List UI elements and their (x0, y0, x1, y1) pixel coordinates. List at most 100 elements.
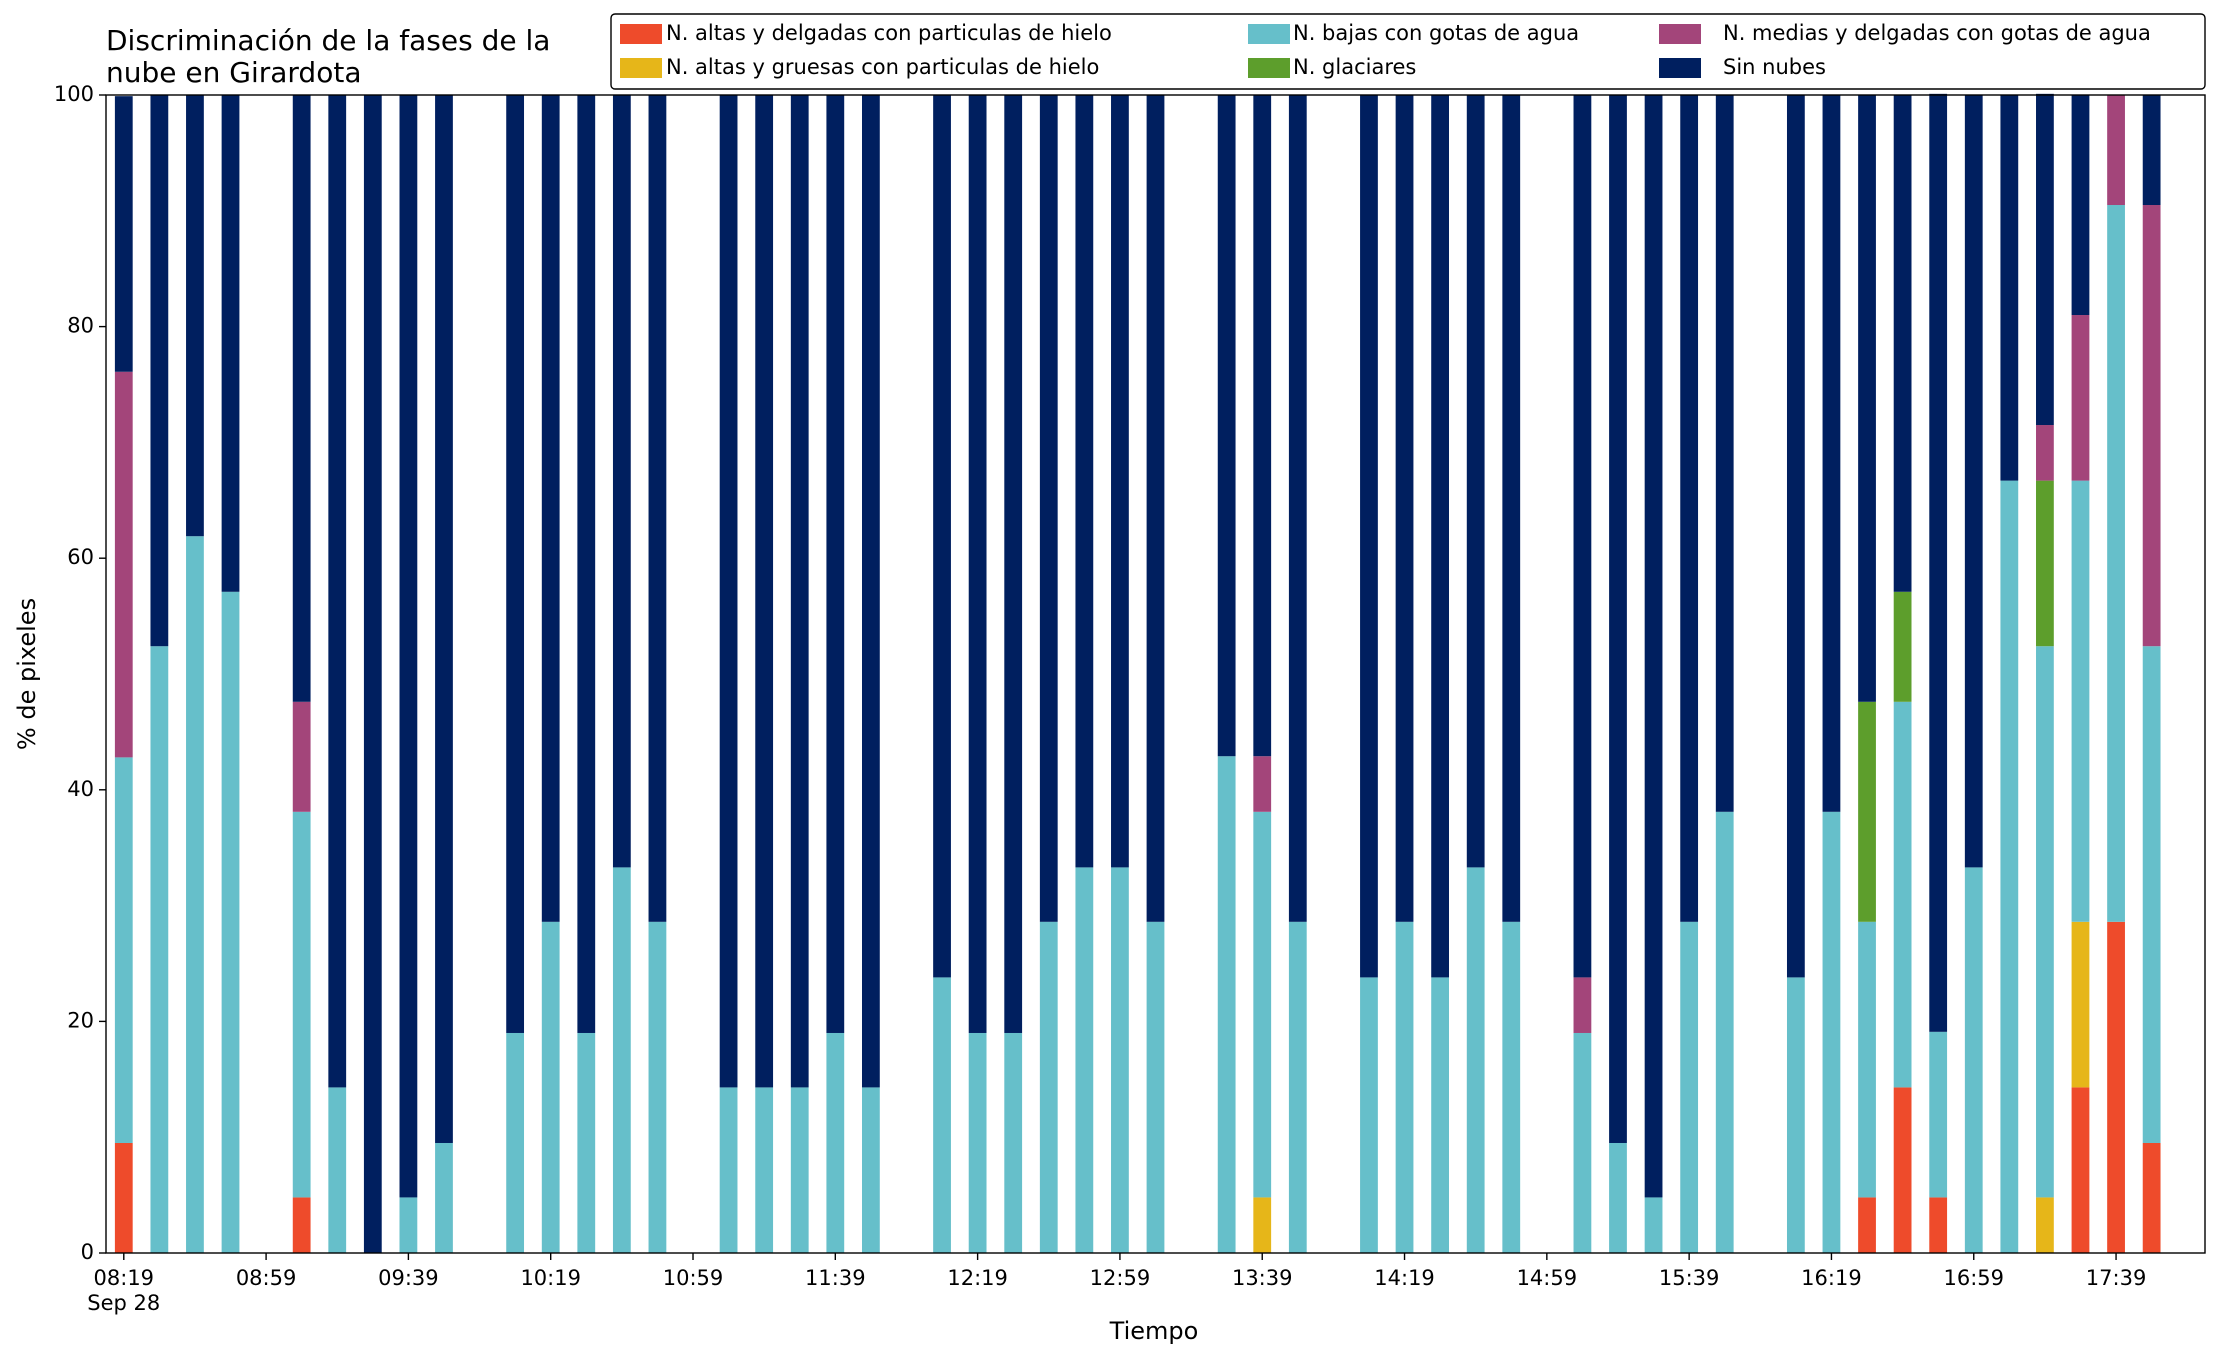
bar-segment (2000, 95, 2019, 481)
x-tick-label: 10:19 (520, 1266, 581, 1290)
bar-segment (328, 1087, 347, 1253)
bar-segment (2071, 1087, 2090, 1253)
bar-segment (1680, 921, 1699, 1253)
bar-segment (719, 95, 738, 1088)
bar-segment (2036, 646, 2054, 1198)
bar-segment (2071, 95, 2090, 316)
bar-segment (1004, 1032, 1023, 1253)
chart-title: Discriminación de la fases de la (106, 24, 550, 57)
bar-segment (2071, 315, 2090, 481)
x-tick-label: 16:19 (1801, 1266, 1862, 1290)
x-tick-label: 14:59 (1517, 1266, 1578, 1290)
bar-segment (1395, 921, 1414, 1253)
bar-segment (1253, 1197, 1272, 1253)
bar-segment (1039, 95, 1058, 922)
bar-segment (114, 1142, 133, 1253)
chart-title: nube en Girardota (106, 56, 361, 89)
bar-segment (612, 867, 631, 1253)
bar-segment (1822, 95, 1841, 812)
bar-segment (1715, 811, 1734, 1253)
y-tick-label: 100 (54, 82, 94, 106)
bar-segment (1502, 921, 1521, 1253)
bar-segment (292, 811, 311, 1198)
legend-label: Sin nubes (1723, 55, 1826, 79)
bar-segment (1146, 921, 1165, 1253)
x-tick-label: 12:59 (1090, 1266, 1151, 1290)
y-tick-label: 20 (67, 1008, 94, 1032)
bar-segment (1360, 977, 1378, 1253)
bar-segment (186, 95, 204, 537)
x-tick-label: 13:39 (1232, 1266, 1293, 1290)
bar-segment (506, 95, 525, 1033)
bar-segment (1360, 95, 1378, 978)
bar-segment (1893, 591, 1912, 702)
bar-segment (933, 95, 951, 978)
bar-segment (790, 95, 809, 1088)
bar-segment (861, 95, 880, 1088)
bar-segment (114, 371, 133, 758)
bar-segment (2142, 95, 2161, 206)
bar-segment (1644, 1197, 1663, 1253)
bar-segment (1253, 95, 1272, 757)
bar-segment (648, 921, 667, 1253)
plot-frame (105, 94, 2206, 1254)
bar-segment (612, 95, 631, 868)
bar-segment (292, 701, 311, 812)
x-date-label: Sep 28 (87, 1291, 160, 1315)
x-tick-label: 16:59 (1943, 1266, 2004, 1290)
bar-segment (1644, 95, 1663, 1198)
y-tick-label: 0 (81, 1240, 94, 1264)
bar-segment (933, 977, 951, 1253)
bar-segment (1858, 95, 1876, 702)
bar-segment (755, 1087, 774, 1253)
bar-segment (1573, 1032, 1592, 1253)
bar-segment (1680, 95, 1699, 922)
bar-segment (114, 96, 133, 372)
x-tick-label: 15:39 (1659, 1266, 1720, 1290)
legend-label: N. altas y delgadas con particulas de hi… (666, 21, 1112, 45)
bar-segment (1929, 1197, 1948, 1253)
bar-segment (1893, 95, 1912, 592)
bar-segment (1431, 977, 1450, 1253)
legend-swatch (1248, 58, 1290, 78)
bar-segment (221, 95, 240, 592)
bar-segment (1395, 95, 1414, 922)
bar-segment (1858, 1197, 1876, 1253)
bar-segment (1217, 756, 1236, 1253)
bar-segment (1502, 95, 1521, 922)
bar-segment (2036, 93, 2054, 426)
bar-segment (2107, 95, 2125, 206)
bar-segment (2107, 921, 2125, 1253)
bar-segment (399, 1197, 418, 1253)
x-tick-label: 09:39 (378, 1266, 439, 1290)
bar-segment (2000, 480, 2019, 1253)
y-tick-label: 40 (67, 777, 94, 801)
x-tick-label: 14:19 (1374, 1266, 1435, 1290)
bar-segment (1039, 921, 1058, 1253)
bar-segment (292, 95, 311, 702)
bar-segment (1466, 95, 1485, 868)
bar-segment (1609, 1142, 1627, 1253)
bar-segment (1929, 93, 1948, 1032)
x-tick-label: 10:59 (663, 1266, 724, 1290)
bar-segment (1715, 95, 1734, 812)
x-tick-label: 08:19 (94, 1266, 155, 1290)
bar-segment (541, 95, 560, 922)
bar-segment (1466, 867, 1485, 1253)
bar-segment (1573, 95, 1592, 978)
bar-segment (1288, 921, 1307, 1253)
bar-segment (435, 1142, 453, 1253)
bar-segment (1111, 867, 1129, 1253)
bar-segment (1075, 867, 1094, 1253)
bar-segment (1893, 701, 1912, 1088)
bar-segment (435, 95, 453, 1143)
x-tick-label: 12:19 (947, 1266, 1008, 1290)
bar-segment (1111, 95, 1129, 868)
bar-segment (577, 1032, 596, 1253)
bar-segment (541, 921, 560, 1253)
bar-segment (1786, 95, 1805, 978)
bar-segment (1004, 95, 1023, 1033)
bar-segment (790, 1087, 809, 1253)
bar-segment (2071, 921, 2090, 1088)
